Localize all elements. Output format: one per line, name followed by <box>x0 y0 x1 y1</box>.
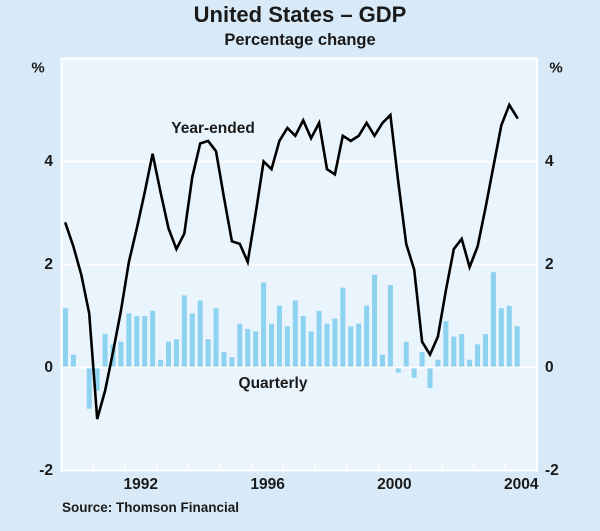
quarterly-bar <box>506 305 512 368</box>
quarterly-bar <box>261 282 267 368</box>
quarterly-bar <box>490 272 496 368</box>
quarterly-bar <box>229 357 235 368</box>
quarterly-bar <box>459 334 465 368</box>
quarterly-bar <box>158 359 164 368</box>
quarterly-bar <box>142 316 148 368</box>
quarterly-bar <box>173 339 179 368</box>
quarterly-bar <box>284 326 290 368</box>
quarterly-bar <box>395 367 401 373</box>
quarterly-bar <box>300 316 306 368</box>
quarterly-bar <box>403 341 409 368</box>
y-tick-label-left-0: 0 <box>44 359 53 376</box>
quarterly-bar <box>443 321 449 368</box>
chart-subtitle: Percentage change <box>224 31 375 49</box>
y-tick-label-left-2: 2 <box>44 256 53 273</box>
quarterly-bar <box>348 326 354 368</box>
y-tick-label-right-0: 0 <box>545 359 554 376</box>
quarterly-bar <box>364 305 370 368</box>
quarterly-bar <box>237 323 243 368</box>
quarterly-bar <box>316 310 322 368</box>
quarterly-bar <box>498 308 504 368</box>
quarterly-bar <box>419 352 425 368</box>
quarterly-bar <box>94 367 100 391</box>
y-tick-label-right-neg2: -2 <box>545 462 559 479</box>
quarterly-bar <box>205 339 211 368</box>
quarterly-bar <box>197 300 203 368</box>
quarterly-bar <box>150 310 156 368</box>
quarterly-bar <box>62 308 68 368</box>
quarterly-bar <box>427 367 433 389</box>
quarterly-bar <box>213 308 219 368</box>
quarterly-bar <box>324 323 330 368</box>
series-label-quarterly: Quarterly <box>239 375 308 392</box>
quarterly-bar <box>276 305 282 368</box>
quarterly-bar <box>379 354 385 368</box>
quarterly-bar <box>467 359 473 368</box>
y-tick-label-right-4: 4 <box>545 153 554 170</box>
quarterly-bar <box>70 354 76 368</box>
quarterly-bar <box>269 323 275 368</box>
y-tick-label-left-neg2: -2 <box>39 462 53 479</box>
quarterly-bar <box>356 323 362 368</box>
quarterly-bar <box>86 367 92 409</box>
quarterly-bar <box>372 274 378 368</box>
y-tick-label-right-2: 2 <box>545 256 554 273</box>
quarterly-bar <box>451 336 457 368</box>
quarterly-bar <box>102 334 108 368</box>
quarterly-bar <box>118 341 124 368</box>
source-note: Source: Thomson Financial <box>62 500 239 515</box>
quarterly-bar <box>332 318 338 368</box>
quarterly-bar <box>134 316 140 368</box>
quarterly-bar <box>221 352 227 368</box>
quarterly-bar <box>411 367 417 378</box>
quarterly-bar <box>292 300 298 368</box>
quarterly-bar <box>126 313 132 368</box>
y-axis-unit-left: % <box>31 60 44 77</box>
quarterly-bar <box>165 341 171 368</box>
quarterly-bar <box>514 326 520 368</box>
x-tick-label-2004: 2004 <box>504 476 539 493</box>
x-tick-label-2000: 2000 <box>377 476 411 493</box>
quarterly-bar <box>482 334 488 368</box>
chart-title: United States – GDP <box>194 2 407 27</box>
x-tick-label-1996: 1996 <box>250 476 285 493</box>
quarterly-bar <box>245 328 251 368</box>
quarterly-bar <box>340 287 346 368</box>
y-tick-label-left-4: 4 <box>44 153 53 170</box>
x-tick-label-1992: 1992 <box>124 476 158 493</box>
plot-border <box>60 57 538 472</box>
quarterly-bar <box>475 344 481 368</box>
plot-layer <box>60 57 538 472</box>
quarterly-bar <box>253 331 259 368</box>
series-label-year-ended: Year-ended <box>171 120 255 137</box>
quarterly-bar <box>308 331 314 368</box>
year-ended-line <box>64 101 519 420</box>
y-axis-unit-right: % <box>549 60 562 77</box>
quarterly-bar <box>189 313 195 368</box>
quarterly-bar <box>435 359 441 368</box>
quarterly-bar <box>181 295 187 368</box>
quarterly-bar <box>387 285 393 368</box>
